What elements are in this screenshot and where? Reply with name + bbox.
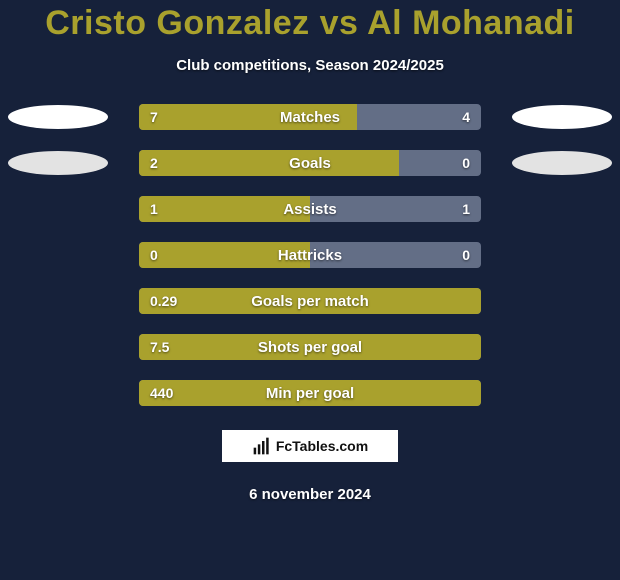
brand-label: FcTables.com [276,438,368,454]
comparison-card: Cristo Gonzalez vs Al Mohanadi Club comp… [0,0,620,580]
stat-bar: Goals per match [139,288,481,314]
stat-row: Goals per match0.29 [0,288,620,314]
stat-bar-fill [139,288,481,314]
stat-bar: Matches [139,104,481,130]
stat-bar-fill [139,150,399,176]
stat-bar-fill [139,242,310,268]
player-left-marker [8,151,108,175]
player-right-marker [512,151,612,175]
stat-bar-fill [139,104,357,130]
stat-bar: Min per goal [139,380,481,406]
stat-row: Assists11 [0,196,620,222]
stat-bar-fill [139,196,310,222]
stat-bar: Assists [139,196,481,222]
page-subtitle: Club competitions, Season 2024/2025 [0,57,620,74]
stat-row: Matches74 [0,104,620,130]
stat-rows: Matches74 Goals20 Assists11 Hattricks00 Goal… [0,104,620,406]
player-right-marker [512,105,612,129]
stat-row: Min per goal440 [0,380,620,406]
footer-date: 6 november 2024 [0,486,620,503]
brand-badge[interactable]: FcTables.com [220,428,400,464]
bars-icon [252,436,272,456]
player-left-marker [8,105,108,129]
stat-bar-fill [139,334,481,360]
page-title: Cristo Gonzalez vs Al Mohanadi [0,4,620,43]
stat-row: Shots per goal7.5 [0,334,620,360]
stat-bar: Goals [139,150,481,176]
stat-row: Hattricks00 [0,242,620,268]
stat-bar: Shots per goal [139,334,481,360]
stat-row: Goals20 [0,150,620,176]
stat-bar-fill [139,380,481,406]
stat-bar: Hattricks [139,242,481,268]
